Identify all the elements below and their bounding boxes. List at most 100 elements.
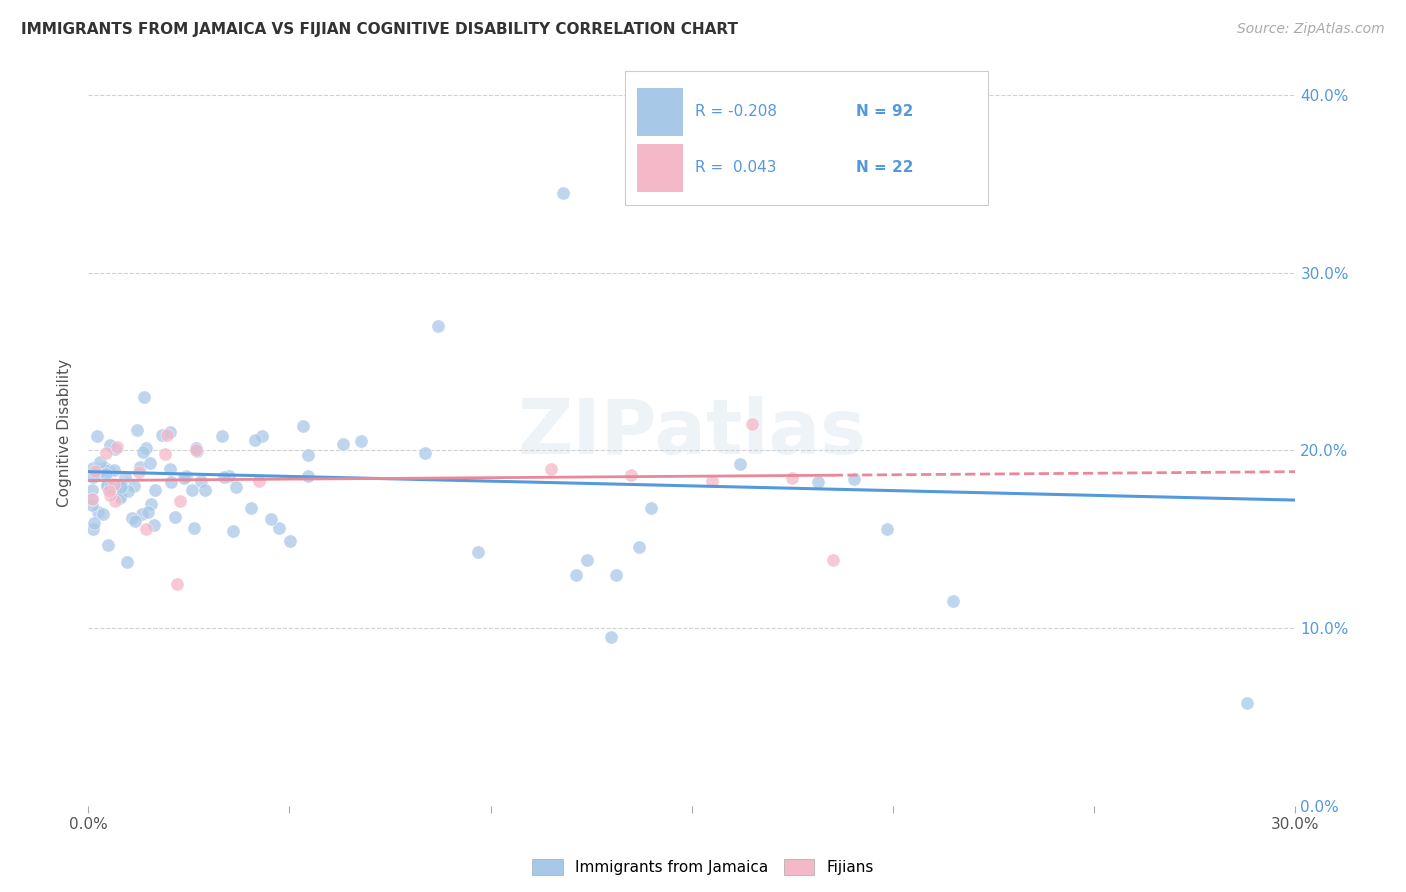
Point — [98, 438, 121, 452]
Point — [620, 467, 643, 482]
Point — [186, 444, 208, 458]
Point — [640, 500, 662, 515]
Point — [108, 491, 131, 505]
Point — [297, 469, 319, 483]
Point — [165, 510, 187, 524]
Text: N = 92: N = 92 — [856, 104, 914, 120]
Text: ZIPatlas: ZIPatlas — [517, 395, 866, 469]
Point — [576, 553, 599, 567]
FancyBboxPatch shape — [637, 144, 683, 192]
Point — [89, 455, 111, 469]
Point — [125, 424, 148, 438]
Point — [82, 483, 104, 498]
Point — [97, 483, 120, 498]
Point — [627, 540, 650, 554]
Point — [124, 515, 146, 529]
Point — [225, 480, 247, 494]
Point — [89, 461, 111, 475]
Point — [82, 460, 104, 475]
Point — [82, 470, 104, 484]
Point — [942, 594, 965, 608]
Point — [94, 463, 117, 477]
Point — [876, 522, 898, 536]
Point — [467, 545, 489, 559]
Point — [96, 479, 118, 493]
Point — [110, 480, 132, 494]
Point — [139, 497, 162, 511]
Point — [782, 471, 804, 485]
FancyBboxPatch shape — [626, 70, 987, 205]
Legend: Immigrants from Jamaica, Fijians: Immigrants from Jamaica, Fijians — [527, 855, 879, 880]
Text: R =  0.043: R = 0.043 — [696, 161, 778, 175]
Point — [260, 512, 283, 526]
Point — [82, 522, 104, 536]
Point — [166, 576, 188, 591]
Point — [103, 494, 125, 508]
Text: N = 22: N = 22 — [856, 161, 914, 175]
Point — [741, 417, 763, 431]
Point — [169, 494, 191, 508]
Point — [110, 476, 132, 491]
Point — [540, 462, 562, 476]
Point — [240, 501, 263, 516]
Point — [128, 465, 150, 479]
Y-axis label: Cognitive Disability: Cognitive Disability — [58, 359, 72, 507]
Point — [91, 508, 114, 522]
Point — [291, 418, 314, 433]
Point — [97, 538, 120, 552]
Point — [86, 429, 108, 443]
Point — [86, 467, 108, 481]
Point — [184, 443, 207, 458]
Point — [174, 468, 197, 483]
Point — [96, 476, 118, 491]
Point — [132, 445, 155, 459]
Point — [124, 479, 146, 493]
Point — [108, 490, 131, 504]
Point — [128, 460, 150, 475]
Point — [250, 428, 273, 442]
Point — [103, 477, 125, 491]
Point — [212, 470, 235, 484]
Point — [82, 492, 104, 507]
Point — [297, 448, 319, 462]
Point — [98, 488, 121, 502]
Point — [114, 470, 136, 484]
Point — [728, 457, 751, 471]
Point — [135, 442, 157, 456]
Point — [94, 467, 117, 482]
Point — [97, 480, 120, 494]
Point — [160, 475, 183, 489]
Point — [267, 521, 290, 535]
Point — [155, 428, 177, 442]
Point — [183, 521, 205, 535]
Point — [807, 475, 830, 489]
Point — [218, 469, 240, 483]
Text: IMMIGRANTS FROM JAMAICA VS FIJIAN COGNITIVE DISABILITY CORRELATION CHART: IMMIGRANTS FROM JAMAICA VS FIJIAN COGNIT… — [21, 22, 738, 37]
Point — [82, 491, 104, 506]
Point — [121, 511, 143, 525]
Point — [87, 505, 110, 519]
Point — [98, 480, 121, 494]
Point — [134, 390, 156, 404]
Point — [194, 483, 217, 497]
Text: Source: ZipAtlas.com: Source: ZipAtlas.com — [1237, 22, 1385, 37]
Point — [150, 428, 173, 442]
Point — [93, 461, 115, 475]
Point — [153, 448, 176, 462]
Point — [107, 440, 129, 454]
Point — [190, 475, 212, 489]
Point — [143, 483, 166, 497]
Point — [159, 425, 181, 439]
Point — [142, 518, 165, 533]
Point — [700, 475, 723, 489]
Point — [107, 486, 129, 500]
Point — [605, 567, 627, 582]
Point — [82, 498, 104, 512]
Point — [83, 516, 105, 531]
Point — [247, 475, 270, 489]
Point — [211, 429, 233, 443]
Point — [98, 464, 121, 478]
Point — [565, 567, 588, 582]
Point — [103, 463, 125, 477]
Point — [245, 433, 267, 447]
